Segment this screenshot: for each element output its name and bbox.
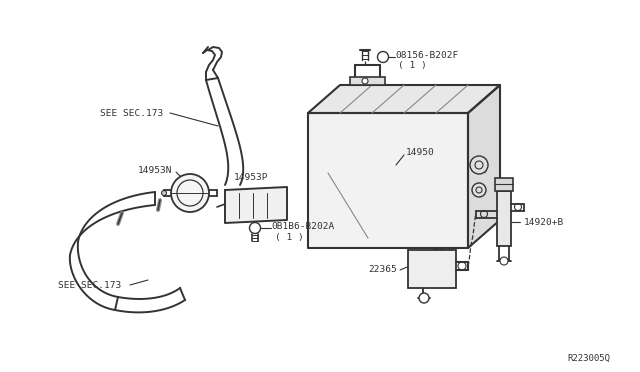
Circle shape (378, 51, 388, 62)
Bar (495, 178, 513, 191)
Text: 14950: 14950 (406, 148, 435, 157)
Text: 22365: 22365 (368, 266, 397, 275)
Text: 14953P: 14953P (234, 173, 269, 182)
Polygon shape (497, 191, 511, 246)
Text: R223005Q: R223005Q (567, 353, 610, 362)
Text: θ: θ (482, 166, 487, 174)
Text: ( 1 ): ( 1 ) (398, 61, 427, 70)
Text: B: B (253, 225, 257, 231)
Polygon shape (308, 113, 468, 248)
Circle shape (171, 174, 209, 212)
Polygon shape (225, 187, 287, 223)
Polygon shape (408, 250, 456, 288)
Circle shape (500, 257, 508, 265)
Text: SEE SEC.173: SEE SEC.173 (100, 109, 163, 118)
Circle shape (362, 78, 368, 84)
Circle shape (250, 222, 260, 234)
Circle shape (419, 293, 429, 303)
Text: 08156-B202F: 08156-B202F (395, 51, 458, 60)
Text: 14953N: 14953N (138, 166, 173, 174)
Polygon shape (308, 85, 500, 113)
Text: 14920+B: 14920+B (524, 218, 564, 227)
Bar (350, 77, 385, 85)
Circle shape (472, 183, 486, 197)
Circle shape (161, 190, 166, 196)
Polygon shape (468, 85, 500, 248)
Text: SEE SEC.173: SEE SEC.173 (58, 282, 121, 291)
Text: ( 1 ): ( 1 ) (275, 232, 304, 241)
Circle shape (470, 156, 488, 174)
Text: B: B (381, 55, 385, 60)
Text: 0B1B6-B202A: 0B1B6-B202A (271, 221, 334, 231)
